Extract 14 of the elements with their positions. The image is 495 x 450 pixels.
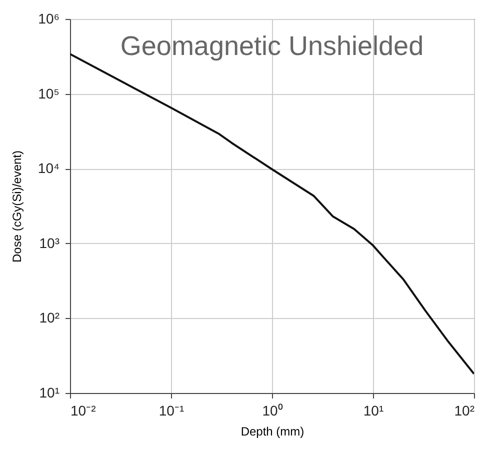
x-tick-label: 10⁰ [262,402,283,418]
x-tick-label: 10² [454,402,475,418]
y-tick-label: 10² [39,310,60,326]
y-tick-label: 10³ [39,234,60,251]
y-axis-title: Dose (cGy(Si)/event) [10,150,24,263]
y-tick-label: 10⁵ [38,85,60,102]
x-axis-title: Depth (mm) [240,424,304,438]
y-tick-label: 10⁶ [38,10,60,26]
x-tick-label: 10¹ [363,402,384,418]
chart-title: Geomagnetic Unshielded [120,31,424,61]
x-tick-label: 10⁻² [70,402,96,418]
y-tick-label: 10⁴ [38,160,60,176]
y-tick-label: 10¹ [39,384,60,400]
x-tick-label: 10⁻¹ [158,402,184,418]
